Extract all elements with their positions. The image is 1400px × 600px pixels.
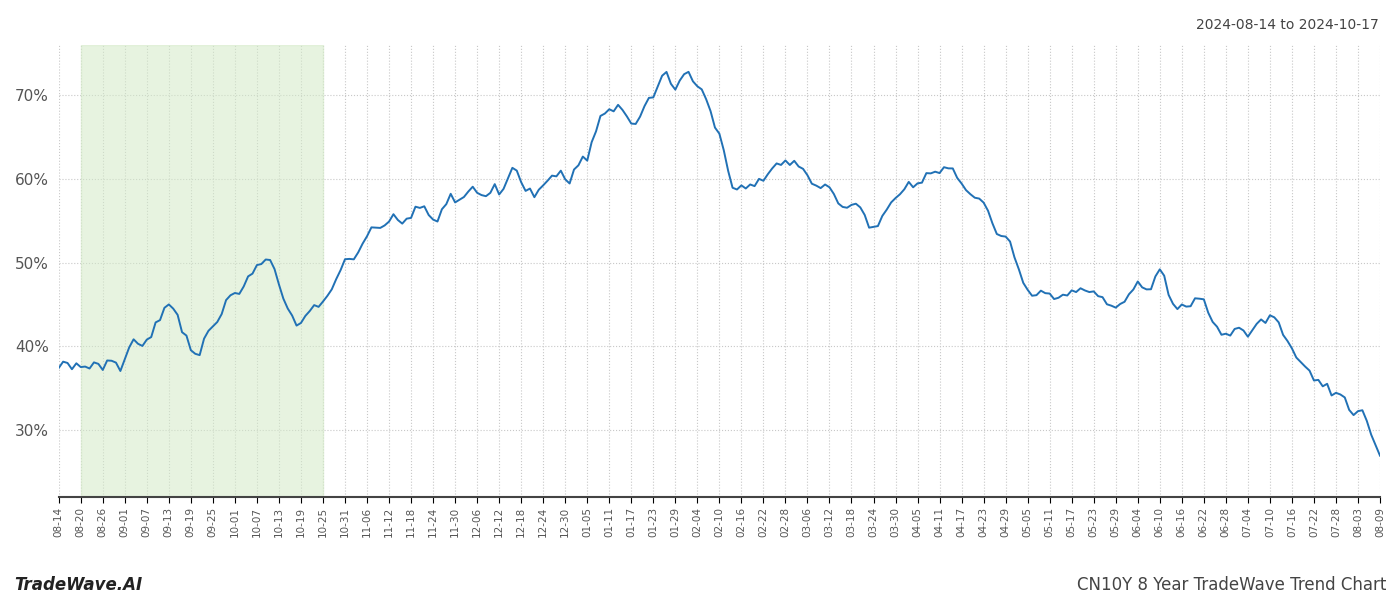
Bar [81,45,323,497]
Text: 2024-08-14 to 2024-10-17: 2024-08-14 to 2024-10-17 [1196,18,1379,32]
Text: CN10Y 8 Year TradeWave Trend Chart: CN10Y 8 Year TradeWave Trend Chart [1077,576,1386,594]
Text: TradeWave.AI: TradeWave.AI [14,576,143,594]
